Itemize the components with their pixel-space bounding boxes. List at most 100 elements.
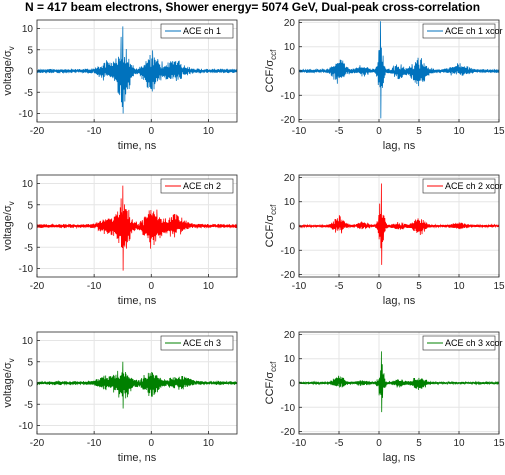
x-axis-label: lag, ns [383,295,416,307]
y-axis-label: CCF/σccf [264,204,278,247]
y-axis-label-subscript: ccf [269,361,278,372]
x-tick-label: 0 [149,281,155,292]
y-axis-label-subscript: ccf [269,49,278,60]
series-line [299,183,499,265]
y-axis-label-main: CCF/σ [264,60,276,93]
y-tick-label: 10 [22,24,34,35]
chart-p3: -20 -10 0 10 -10 -5 0 5 10 time, ns voltage/σv ACE … [2,174,238,307]
x-tick-label: 10 [203,281,215,292]
x-tick-label: 15 [493,126,505,137]
y-tick-label: 0 [289,379,295,390]
y-tick-label: -20 [281,427,296,438]
y-tick-label: -5 [24,243,33,254]
legend-box [160,335,234,351]
legend-label: ACE ch 1 [183,26,221,36]
y-tick-label: -5 [24,88,33,99]
y-axis-label: CCF/σccf [264,49,278,92]
y-tick-label: 10 [284,197,296,208]
y-tick-label: -10 [19,264,34,275]
x-tick-label: -5 [335,126,344,137]
x-tick-label: 0 [149,126,155,137]
legend: ACE ch 2 xcor [422,178,503,194]
y-tick-label: -20 [281,115,296,126]
x-tick-label: 0 [376,438,382,449]
x-axis-label: lag, ns [383,452,416,464]
x-tick-label: 15 [493,438,505,449]
x-tick-label: 0 [376,281,382,292]
y-tick-label: 10 [284,354,296,365]
y-axis-label: voltage/σv [2,46,16,95]
y-axis-label-subscript: ccf [269,204,278,215]
y-tick-label: -10 [281,403,296,414]
x-axis-label: lag, ns [383,140,416,152]
x-tick-label: 10 [453,126,465,137]
legend-label: ACE ch 1 xcor [445,26,503,36]
legend-label: ACE ch 3 xcor [445,338,503,348]
y-axis-label-subscript: v [7,46,16,50]
x-tick-label: -10 [292,438,307,449]
y-tick-label: 5 [27,200,33,211]
y-axis-label-main: CCF/σ [264,372,276,405]
figure-title: N = 417 beam electrons, Shower energy= 5… [24,0,481,14]
series-line [37,361,237,409]
x-tick-label: 0 [376,126,382,137]
y-tick-label: 0 [289,67,295,78]
legend: ACE ch 3 [160,335,234,351]
y-axis-label: voltage/σv [2,358,16,407]
legend-box [422,178,496,194]
y-tick-label: 10 [284,42,296,53]
y-tick-label: 0 [289,222,295,233]
y-axis-label: voltage/σv [2,201,16,250]
y-axis-label: CCF/σccf [264,361,278,404]
y-tick-label: -10 [281,246,296,257]
y-tick-label: 20 [284,173,296,184]
y-axis-label-main: voltage/σ [2,362,14,408]
legend-label: ACE ch 2 xcor [445,181,503,191]
legend-box [422,335,496,351]
y-axis-label-main: voltage/σ [2,50,14,96]
x-tick-label: 10 [453,281,465,292]
x-tick-label: 10 [453,438,465,449]
y-tick-label: 20 [284,330,296,341]
x-axis-label: time, ns [118,140,157,152]
legend-box [160,178,234,194]
legend-label: ACE ch 3 [183,338,221,348]
y-tick-label: 10 [22,336,34,347]
legend-box [422,23,496,39]
y-tick-label: 0 [27,379,33,390]
series-line [37,26,237,114]
y-tick-label: 10 [22,179,34,190]
legend: ACE ch 3 xcor [422,335,503,351]
x-tick-label: -5 [335,438,344,449]
y-tick-label: 5 [27,357,33,368]
x-tick-label: -10 [87,126,102,137]
y-tick-label: -10 [19,421,34,432]
legend-box [160,23,234,39]
y-axis-label-main: CCF/σ [264,215,276,248]
x-tick-label: -20 [30,126,45,137]
y-tick-label: -10 [19,109,34,120]
x-tick-label: -10 [87,281,102,292]
y-tick-label: 0 [27,67,33,78]
legend-label: ACE ch 2 [183,181,221,191]
y-tick-label: 5 [27,45,33,56]
x-tick-label: 5 [416,438,422,449]
y-tick-label: -10 [281,91,296,102]
series-line [37,185,237,271]
x-tick-label: -10 [292,281,307,292]
x-axis-label: time, ns [118,295,157,307]
x-tick-label: 5 [416,281,422,292]
x-tick-label: 0 [149,438,155,449]
x-tick-label: -20 [30,281,45,292]
y-tick-label: 20 [284,18,296,29]
x-tick-label: 10 [203,438,215,449]
y-axis-label-main: voltage/σ [2,205,14,251]
x-tick-label: 15 [493,281,505,292]
x-tick-label: -5 [335,281,344,292]
series-line [299,351,499,413]
x-tick-label: -10 [87,438,102,449]
